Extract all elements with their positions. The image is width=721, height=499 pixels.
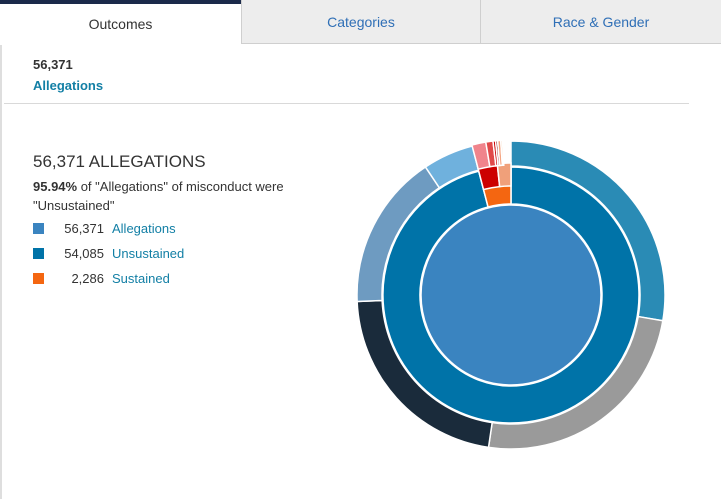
chart-headline: 56,371 ALLEGATIONS <box>33 152 206 171</box>
legend-count: 2,286 <box>71 271 104 286</box>
description-text: of "Allegations" of misconduct were "Uns… <box>33 179 284 213</box>
legend-item-sustained: 2,286 Sustained <box>33 266 184 291</box>
legend-count: 54,085 <box>64 246 104 261</box>
tab-race-gender[interactable]: Race & Gender <box>480 0 721 44</box>
sunburst-subdetail-segment[interactable] <box>499 139 505 167</box>
legend: 56,371 Allegations 54,085 Unsustained 2,… <box>33 216 184 291</box>
sunburst-center-allegations[interactable] <box>420 204 602 386</box>
summary-label-link[interactable]: Allegations <box>33 78 104 93</box>
percent-value: 95.94% <box>33 179 78 194</box>
panel-left-border <box>0 45 2 499</box>
legend-item-unsustained: 54,085 Unsustained <box>33 241 184 266</box>
legend-swatch <box>33 273 44 284</box>
tab-categories[interactable]: Categories <box>241 0 480 44</box>
legend-count: 56,371 <box>64 221 104 236</box>
summary-block: 56,371 Allegations <box>33 57 103 93</box>
legend-item-allegations: 56,371 Allegations <box>33 216 184 241</box>
tab-outcomes[interactable]: Outcomes <box>0 0 241 44</box>
legend-label-link[interactable]: Sustained <box>112 271 170 286</box>
sunburst-chart <box>356 139 666 450</box>
legend-swatch <box>33 248 44 259</box>
sunburst-detail-segment[interactable] <box>496 162 512 188</box>
legend-label-link[interactable]: Unsustained <box>112 246 185 261</box>
legend-label-link[interactable]: Allegations <box>112 221 176 236</box>
chart-description: 95.94% of "Allegations" of misconduct we… <box>33 177 313 215</box>
section-divider <box>4 103 689 104</box>
tab-bar: Outcomes Categories Race & Gender <box>0 0 721 45</box>
summary-count: 56,371 <box>33 57 73 72</box>
legend-swatch <box>33 223 44 234</box>
sunburst-ring-unsustained[interactable] <box>382 166 640 424</box>
